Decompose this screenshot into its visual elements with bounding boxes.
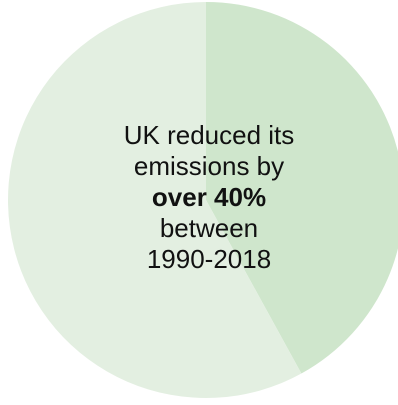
annotation-line-4: between bbox=[159, 213, 259, 243]
pie-slice-2 bbox=[8, 2, 302, 399]
chart-annotation: UK reduced its emissions by over 40% bet… bbox=[80, 120, 338, 275]
pie-slice-1 bbox=[206, 2, 398, 374]
annotation-highlight: over 40% bbox=[151, 182, 267, 212]
annotation-line-5: 1990-2018 bbox=[146, 244, 272, 274]
annotation-line-2: emissions by bbox=[133, 151, 285, 181]
annotation-line-1: UK reduced its bbox=[123, 120, 295, 150]
